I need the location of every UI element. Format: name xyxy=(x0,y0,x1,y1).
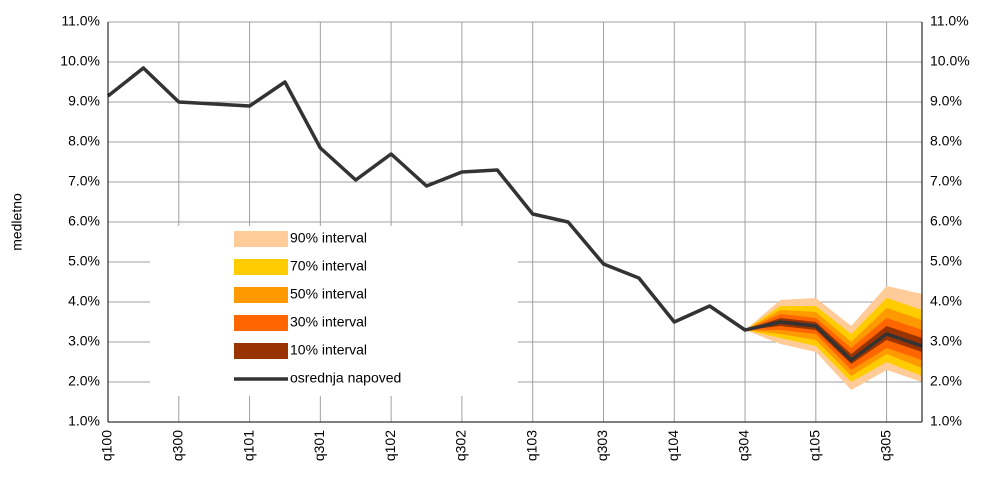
y-tick-label: 2.0% xyxy=(68,373,100,389)
y2-tick-label: 4.0% xyxy=(930,293,962,309)
x-tick-label: q302 xyxy=(453,430,469,461)
x-tick-label: q305 xyxy=(877,430,893,461)
legend-label: 70% interval xyxy=(290,258,367,274)
y-tick-label: 5.0% xyxy=(68,253,100,269)
y-axis-label: medletno xyxy=(9,193,25,251)
y-tick-label: 10.0% xyxy=(60,53,100,69)
x-tick-label: q100 xyxy=(99,430,115,461)
y2-tick-label: 10.0% xyxy=(930,53,970,69)
y-tick-label: 7.0% xyxy=(68,173,100,189)
y-tick-label: 8.0% xyxy=(68,133,100,149)
legend-swatch xyxy=(234,315,288,331)
legend-label: osrednja napoved xyxy=(290,370,401,386)
y-tick-label: 6.0% xyxy=(68,213,100,229)
y2-tick-label: 5.0% xyxy=(930,253,962,269)
x-tick-label: q102 xyxy=(382,430,398,461)
legend-swatch xyxy=(234,287,288,303)
y-tick-label: 4.0% xyxy=(68,293,100,309)
x-tick-label: q104 xyxy=(665,430,681,461)
legend-label: 10% interval xyxy=(290,342,367,358)
y-tick-label: 11.0% xyxy=(61,13,100,29)
legend-swatch xyxy=(234,231,288,247)
legend-swatch xyxy=(234,259,288,275)
x-tick-label: q103 xyxy=(523,430,539,461)
legend: 90% interval 70% interval 50% interval 30% … xyxy=(150,226,518,396)
x-tick-label: q300 xyxy=(169,430,185,461)
y2-tick-label: 11.0% xyxy=(930,13,969,29)
legend-box xyxy=(150,226,518,396)
legend-swatch xyxy=(234,343,288,359)
y2-tick-label: 2.0% xyxy=(930,373,962,389)
line xyxy=(106,66,923,362)
y2-tick-label: 3.0% xyxy=(930,333,962,349)
y-tick-label: 9.0% xyxy=(68,93,100,109)
legend-label: 30% interval xyxy=(290,314,367,330)
legend-label: 90% interval xyxy=(290,230,367,246)
y2-tick-label: 1.0% xyxy=(930,413,962,429)
x-tick-label: q304 xyxy=(736,430,752,461)
x-tick-label: q105 xyxy=(807,430,823,461)
y2-tick-label: 6.0% xyxy=(930,213,962,229)
y-tick-label: 3.0% xyxy=(68,333,100,349)
x-tick-label: q101 xyxy=(240,430,256,461)
y-tick-label: 1.0% xyxy=(68,413,100,429)
y2-tick-label: 8.0% xyxy=(930,133,962,149)
x-tick-label: q303 xyxy=(594,430,610,461)
y2-tick-label: 9.0% xyxy=(930,93,962,109)
legend-label: 50% interval xyxy=(290,286,367,302)
x-tick-label: q301 xyxy=(311,430,327,461)
y2-tick-label: 7.0% xyxy=(930,173,962,189)
